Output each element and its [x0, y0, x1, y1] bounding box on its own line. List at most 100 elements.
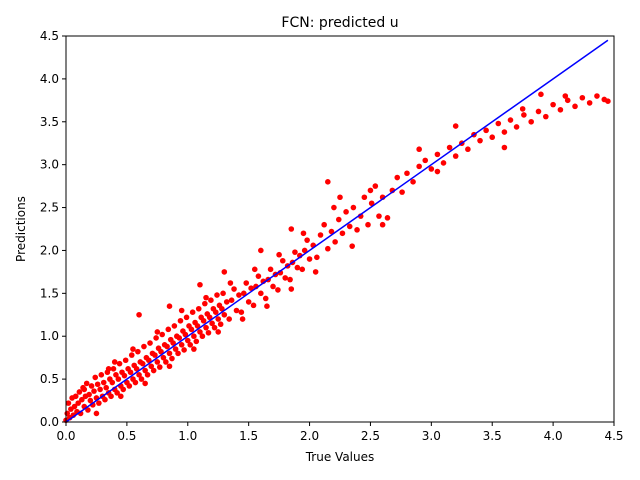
scatter-point — [325, 179, 331, 185]
scatter-point — [317, 232, 324, 238]
y-axis-label: Predictions — [14, 196, 28, 262]
scatter-point — [182, 331, 189, 338]
scatter-point — [197, 281, 203, 288]
scatter-point — [115, 376, 122, 382]
scatter-point — [88, 383, 95, 389]
scatter-point — [108, 393, 114, 400]
scatter-point — [118, 393, 124, 400]
scatter-point — [203, 324, 209, 331]
x-tick-label: 0.5 — [117, 429, 136, 443]
y-tick-label: 3.5 — [40, 115, 59, 129]
scatter-point — [176, 335, 183, 341]
scatter-point — [495, 120, 502, 127]
scatter-point — [227, 280, 234, 286]
scatter-point — [440, 160, 447, 166]
scatter-point — [156, 364, 163, 370]
scatter-point — [550, 101, 556, 108]
scatter-point — [148, 363, 155, 370]
scatter-point — [279, 257, 286, 264]
scatter-point — [294, 264, 301, 271]
scatter-point — [217, 321, 224, 328]
scatter-point — [81, 386, 88, 393]
scatter-point — [170, 340, 176, 346]
scatter-point — [299, 266, 306, 273]
scatter-point — [121, 372, 128, 379]
scatter-point — [158, 348, 164, 355]
scatter-point — [332, 239, 338, 245]
scatter-point — [335, 216, 342, 223]
y-tick-label: 0.0 — [40, 415, 59, 429]
scatter-point — [501, 129, 508, 135]
scatter-point — [130, 346, 136, 352]
y-tick-label: 2.5 — [40, 201, 59, 215]
scatter-point — [136, 372, 142, 378]
scatter-point — [152, 352, 158, 358]
scatter-point — [452, 123, 459, 129]
scatter-point — [205, 329, 212, 336]
scatter-point — [144, 372, 151, 378]
scatter-point — [282, 275, 289, 281]
scatter-point — [166, 363, 173, 370]
scatter-point — [178, 307, 185, 314]
reference-line — [65, 39, 609, 423]
scatter-point — [187, 342, 194, 348]
scatter-point — [147, 340, 153, 346]
scatter-point — [248, 285, 254, 291]
x-tick-label: 2.5 — [361, 429, 380, 443]
scatter-point — [87, 397, 94, 404]
scatter-point — [76, 389, 83, 395]
y-tick-label: 4.5 — [40, 29, 59, 43]
scatter-point — [255, 273, 262, 279]
scatter-point — [446, 144, 453, 151]
scatter-point — [98, 372, 105, 378]
chart-title: FCN: predicted u — [281, 15, 398, 31]
scatter-point — [139, 360, 146, 367]
scatter-point — [325, 245, 331, 252]
scatter-point — [372, 183, 379, 189]
scatter-point — [206, 314, 213, 321]
scatter-point — [191, 333, 197, 340]
scatter-point — [132, 379, 139, 386]
scatter-point — [321, 221, 327, 228]
scatter-point — [528, 118, 534, 125]
y-tick-label: 1.0 — [40, 329, 59, 343]
scatter-point — [410, 179, 416, 185]
scatter-point — [343, 209, 349, 215]
scatter-point — [579, 94, 586, 101]
scatter-point — [202, 300, 208, 307]
scatter-point — [191, 346, 197, 352]
scatter-point — [215, 329, 222, 335]
scatter-point — [477, 137, 483, 144]
scatter-point — [194, 323, 201, 329]
scatter-point — [211, 324, 218, 331]
scatter-point — [354, 227, 360, 233]
scatter-point — [368, 200, 375, 207]
scatter-point — [79, 396, 85, 403]
scatter-point — [258, 247, 264, 254]
scatter-point — [214, 292, 220, 298]
scatter-point — [165, 326, 172, 333]
scatter-point — [86, 391, 92, 398]
x-tick-label: 2.0 — [300, 429, 319, 443]
x-tick-label: 4.5 — [604, 429, 623, 443]
scatter-point — [331, 204, 337, 211]
x-tick-label: 0.0 — [56, 429, 75, 443]
scatter-point — [164, 343, 170, 350]
scatter-point — [183, 314, 190, 321]
scatter-point — [212, 309, 219, 316]
x-tick-label: 1.0 — [178, 429, 197, 443]
scatter-point — [312, 269, 319, 275]
scatter-point — [239, 316, 246, 322]
scatter-point — [172, 346, 179, 352]
y-axis-ticks: 0.0 0.5 1.0 1.5 2.0 2.5 3.0 3.5 4.0 4.5 — [40, 29, 66, 429]
scatter-point — [434, 168, 441, 175]
scatter-point — [102, 396, 108, 403]
scatter-point — [288, 286, 295, 292]
scatter-point — [154, 329, 161, 335]
scatter-point — [287, 276, 293, 283]
scatter-point — [228, 297, 235, 304]
scatter-point — [306, 256, 313, 262]
x-tick-label: 1.5 — [239, 429, 258, 443]
scatter-point — [350, 204, 357, 211]
